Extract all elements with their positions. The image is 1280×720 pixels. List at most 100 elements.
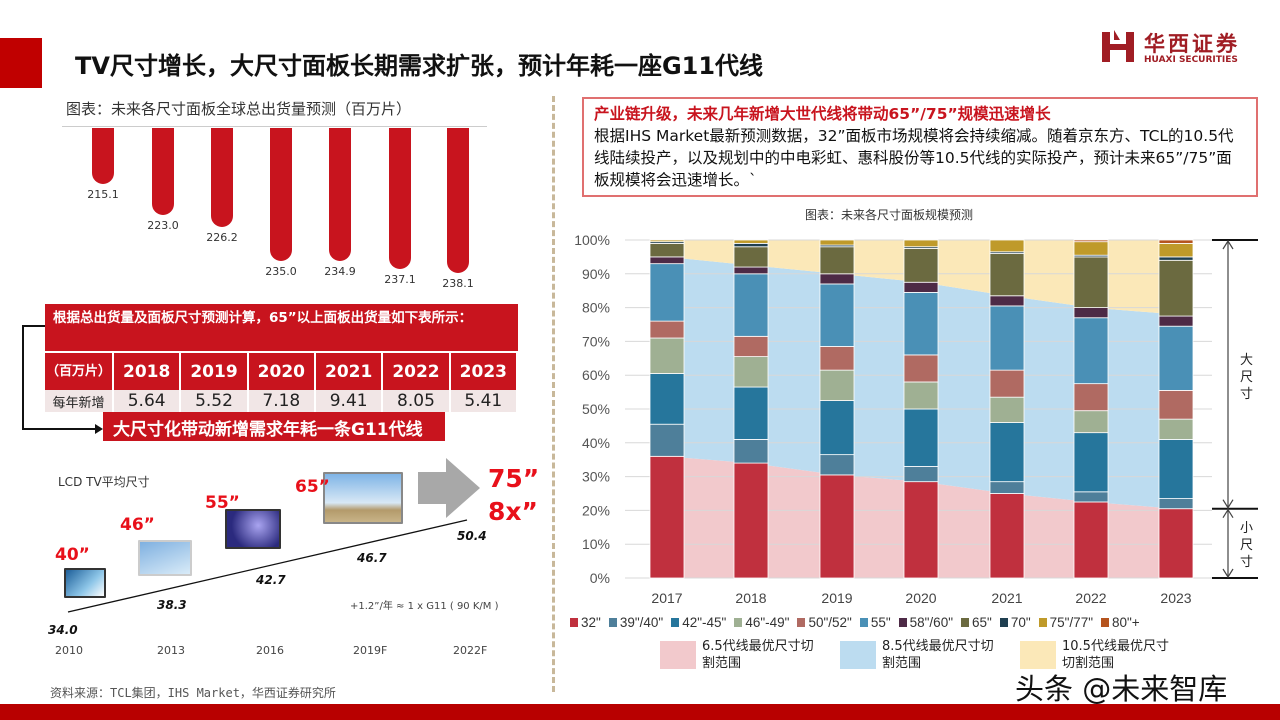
bracket-line: [22, 428, 97, 430]
right-chart-title: 图表：未来各尺寸面板规模预测: [805, 208, 974, 222]
bar-segment: [903, 281, 939, 293]
source-note: 资料来源：TCL集团，IHS Market，华西证券研究所: [50, 686, 336, 700]
bar-segment: [733, 356, 769, 388]
bracket-line: [22, 325, 45, 327]
legend-swatch: [671, 618, 680, 627]
bar-segment: [819, 369, 855, 401]
table-header-row: （百万片） 2018 2019 2020 2021 2022 2023: [45, 353, 519, 390]
bar-segment: [733, 239, 769, 244]
x-tick-label: 2018: [735, 590, 766, 606]
band-swatch: [660, 641, 696, 669]
bar-segment: [989, 481, 1025, 494]
bar-segment: [903, 381, 939, 410]
legend-item: 46"-49": [734, 615, 789, 630]
bar: [152, 128, 174, 215]
callout-banner: 大尺寸化带动新增需求年耗一条G11代线: [103, 412, 445, 441]
table-header: 2021: [314, 353, 384, 390]
bar-segment: [819, 283, 855, 347]
bar-segment: [989, 369, 1025, 398]
bar-segment: [649, 256, 685, 265]
bar-segment: [1158, 418, 1194, 440]
band-label: 6.5代线最优尺寸切割范围: [702, 639, 814, 671]
bar: [389, 128, 411, 270]
y-tick-label: 0%: [590, 570, 610, 586]
forecast-size: 75”: [488, 464, 540, 493]
large-size-label: 大尺寸: [1240, 353, 1254, 402]
bar-segment: [903, 291, 939, 356]
huaxi-logo-icon: [1102, 30, 1134, 62]
bar-segment: [989, 396, 1025, 423]
bar-segment: [1158, 390, 1194, 420]
legend-swatch: [797, 618, 806, 627]
arrow-icon: [95, 424, 103, 434]
legend-item: 42"-45": [671, 615, 726, 630]
legend-label: 65": [972, 615, 992, 630]
bar-segment: [649, 373, 685, 425]
bracket-line: [22, 325, 24, 430]
size-label: 65”: [295, 477, 330, 497]
legend-label: 42"-45": [682, 615, 727, 630]
chart-legend: 32" 39"/40" 42"-45" 46"-49" 50"/52" 55" 58"/60…: [570, 615, 1140, 630]
band-label: 10.5代线最优尺寸切割范围: [1062, 639, 1169, 671]
legend-item: 55": [859, 615, 891, 630]
bar-segment: [1073, 410, 1109, 434]
bar-segment: [649, 423, 685, 457]
bar-segment: [1158, 325, 1194, 391]
tv-image-55: [225, 509, 281, 549]
legend-label: 70": [1010, 615, 1031, 630]
legend-item: 32": [570, 615, 601, 630]
y-tick-label: 100%: [574, 232, 610, 248]
watermark: 头条 @未来智库: [1015, 672, 1228, 706]
y-tick-label: 90%: [582, 266, 610, 282]
legend-item: 70": [999, 615, 1031, 630]
bar-value-label: 237.1: [384, 273, 416, 287]
avg-size-label: 38.3: [157, 598, 187, 612]
year-label: 2016: [256, 644, 284, 657]
x-tick-label: 2023: [1160, 590, 1191, 606]
bar-segment: [819, 454, 855, 476]
x-tick-label: 2020: [905, 590, 936, 606]
legend-swatch: [999, 618, 1008, 627]
legend-item: 80"+: [1101, 615, 1140, 630]
year-label: 2010: [55, 644, 83, 657]
table-cell: 5.41: [449, 390, 519, 412]
page-title: TV尺寸增长，大尺寸面板长期需求扩张，预计年耗一座G11代线: [75, 52, 764, 80]
bar: [211, 128, 233, 227]
table-cell: 8.05: [382, 390, 451, 412]
legend-item: 65": [961, 615, 992, 630]
legend-label: 32": [581, 615, 601, 630]
column-divider: [552, 96, 555, 692]
avg-size-label: 50.4: [457, 529, 487, 543]
table-cell: 7.18: [247, 390, 316, 412]
bar-segment: [819, 400, 855, 456]
year-label: 2019F: [353, 644, 388, 657]
bar-segment: [1073, 501, 1109, 579]
x-tick-label: 2021: [991, 590, 1022, 606]
y-tick-label: 50%: [582, 401, 610, 417]
bar-segment: [1158, 256, 1194, 261]
bar-segment: [903, 408, 939, 467]
tv-image-40: [64, 568, 106, 598]
bar-segment: [733, 462, 769, 579]
bar-segment: [1158, 242, 1194, 258]
arrowhead-icon: [1222, 568, 1234, 579]
y-tick-label: 80%: [582, 300, 610, 316]
arrow-right-icon: [418, 458, 480, 518]
growth-note: +1.2”/年 ≈ 1 x G11 ( 90 K/M ): [350, 601, 499, 612]
legend-swatch: [1038, 618, 1047, 627]
table-header: 2022: [382, 353, 451, 390]
legend-label: 55": [870, 615, 891, 630]
avg-size-label: 42.7: [256, 573, 286, 587]
legend-label: 50"/52": [808, 615, 852, 630]
bar-value-label: 215.1: [87, 188, 119, 202]
arrowhead-icon: [1222, 239, 1234, 250]
tv-size-title: LCD TV平均尺寸: [58, 475, 150, 489]
legend-item: 50"/52": [797, 615, 852, 630]
y-tick-label: 40%: [582, 435, 610, 451]
bar-segment: [989, 305, 1025, 371]
bar-segment: [1073, 432, 1109, 493]
table-header: 2020: [247, 353, 316, 390]
band-swatch: [840, 641, 876, 669]
table-header: 2019: [180, 353, 249, 390]
bar-segment: [649, 455, 685, 579]
